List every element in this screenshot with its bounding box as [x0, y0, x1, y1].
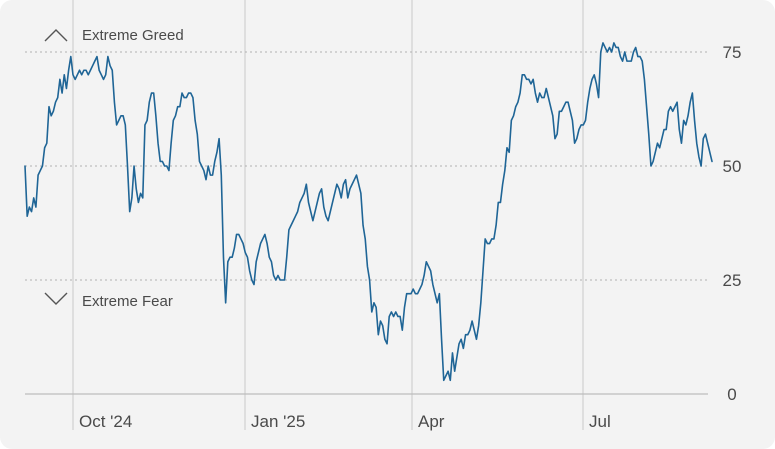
extreme-fear-label: Extreme Fear — [82, 293, 173, 310]
y-tick-label: 25 — [723, 271, 742, 290]
x-tick-label: Jul — [589, 412, 611, 431]
chevron-down-icon — [44, 292, 68, 305]
y-tick-label: 0 — [727, 385, 736, 404]
y-tick-label: 75 — [723, 43, 742, 62]
series-line — [24, 42, 713, 382]
x-tick-label: Jan '25 — [251, 412, 305, 431]
y-tick-label: 50 — [723, 157, 742, 176]
chevron-up-icon — [44, 29, 68, 42]
x-tick-label: Apr — [418, 412, 445, 431]
x-tick-label: Oct '24 — [79, 412, 132, 431]
extreme-greed-label: Extreme Greed — [82, 27, 184, 44]
